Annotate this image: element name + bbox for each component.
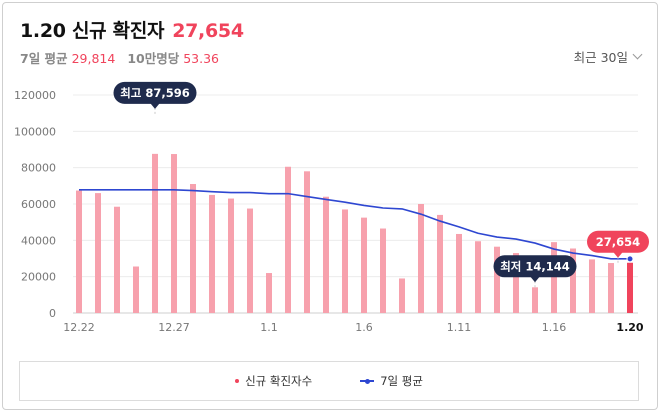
x-tick-label: 1.20 (616, 321, 643, 334)
bar (247, 208, 253, 313)
latest-tooltip-label: 27,654 (596, 235, 640, 249)
y-tick-label: 80000 (21, 162, 56, 175)
page-title: 1.20 신규 확진자 (20, 20, 165, 42)
bar (190, 184, 196, 313)
min-tooltip-pointer (530, 276, 540, 283)
seven-day-average-value: 29,814 (71, 51, 116, 66)
y-tick-label: 60000 (21, 198, 56, 211)
bar (418, 204, 424, 313)
x-tick-label: 12.22 (63, 321, 95, 334)
y-tick-label: 40000 (21, 234, 56, 247)
y-tick-label: 100000 (14, 125, 56, 138)
bar (361, 217, 367, 313)
covid-chart-card: 1.20 신규 확진자 27,654 7일 평균 29,814 10만명당 53.3… (2, 2, 658, 410)
summary-row: 7일 평균 29,814 10만명당 53.36 (20, 48, 219, 67)
x-tick-label: 12.27 (158, 321, 190, 334)
min-tooltip-bubble (493, 255, 577, 278)
per-100k: 10만명당 53.36 (127, 48, 219, 67)
x-tick-label: 1.1 (260, 321, 278, 334)
y-tick-label: 0 (49, 307, 56, 320)
bar (513, 253, 519, 313)
latest-tooltip-pointer (613, 251, 623, 258)
min-tooltip-label: 최저 14,144 (500, 259, 570, 273)
x-tick-label: 1.16 (542, 321, 567, 334)
bar (494, 246, 500, 313)
bar (475, 241, 481, 313)
bar (456, 233, 462, 313)
bar (551, 242, 557, 313)
average-line-endpoint (626, 255, 634, 263)
max-tooltip-label: 최고 87,596 (120, 86, 190, 100)
bar (285, 166, 291, 313)
max-tooltip-pointer (150, 102, 160, 109)
bar (76, 190, 82, 313)
y-tick-label: 120000 (14, 89, 56, 102)
blue-line-icon (360, 378, 375, 384)
bar (342, 209, 348, 313)
legend-item-average[interactable]: 7일 평균 (360, 373, 423, 389)
average-line (79, 189, 630, 260)
bar (171, 154, 177, 313)
new-cases-count: 27,654 (172, 20, 244, 42)
bar (570, 248, 576, 313)
seven-day-average-label: 7일 평균 (20, 51, 68, 66)
bar (608, 263, 614, 313)
bar (152, 153, 158, 313)
legend-item-cases[interactable]: 신규 확진자수 (235, 373, 312, 389)
y-tick-label: 20000 (21, 271, 56, 284)
bar (209, 194, 215, 313)
range-dropdown[interactable]: 최근 30일 (573, 47, 643, 66)
bar (266, 273, 272, 313)
bar (627, 262, 633, 313)
bar (380, 228, 386, 313)
per-100k-label: 10만명당 (127, 51, 180, 66)
bar (399, 278, 405, 313)
bar (323, 196, 329, 313)
max-tooltip-bubble (113, 81, 197, 104)
bar (437, 214, 443, 313)
legend-label-average: 7일 평균 (380, 374, 423, 388)
bar (133, 266, 139, 313)
title-row: 1.20 신규 확진자 27,654 (20, 16, 244, 43)
x-tick-label: 1.6 (355, 321, 373, 334)
seven-day-average: 7일 평균 29,814 (20, 48, 115, 67)
bar (589, 259, 595, 313)
bar (228, 198, 234, 313)
bar (532, 287, 538, 313)
bar (114, 206, 120, 313)
red-dot-icon (235, 379, 240, 383)
chart-legend: 신규 확진자수 7일 평균 (19, 361, 639, 401)
latest-tooltip-bubble (587, 230, 649, 253)
legend-label-cases: 신규 확진자수 (245, 374, 313, 388)
x-tick-label: 1.11 (447, 321, 472, 334)
bar (95, 193, 101, 313)
per-100k-value: 53.36 (183, 51, 220, 66)
range-dropdown-label: 최근 30일 (573, 50, 628, 65)
bar (304, 171, 310, 313)
